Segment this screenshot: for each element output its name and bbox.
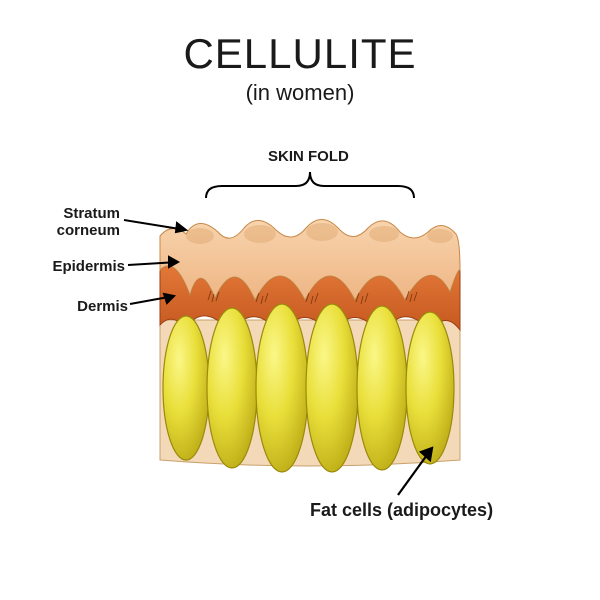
arrow-epidermis [128, 257, 178, 267]
label-dermis: Dermis [70, 298, 128, 315]
arrow-dermis [130, 294, 174, 304]
arrow-stratum [124, 220, 186, 232]
label-stratum-corneum: Stratumcorneum [45, 205, 120, 239]
label-epidermis: Epidermis [45, 258, 125, 275]
label-skin-fold: SKIN FOLD [268, 148, 349, 165]
skin-fold-brace [206, 172, 414, 198]
label-fat-cells: Fat cells (adipocytes) [310, 500, 493, 521]
